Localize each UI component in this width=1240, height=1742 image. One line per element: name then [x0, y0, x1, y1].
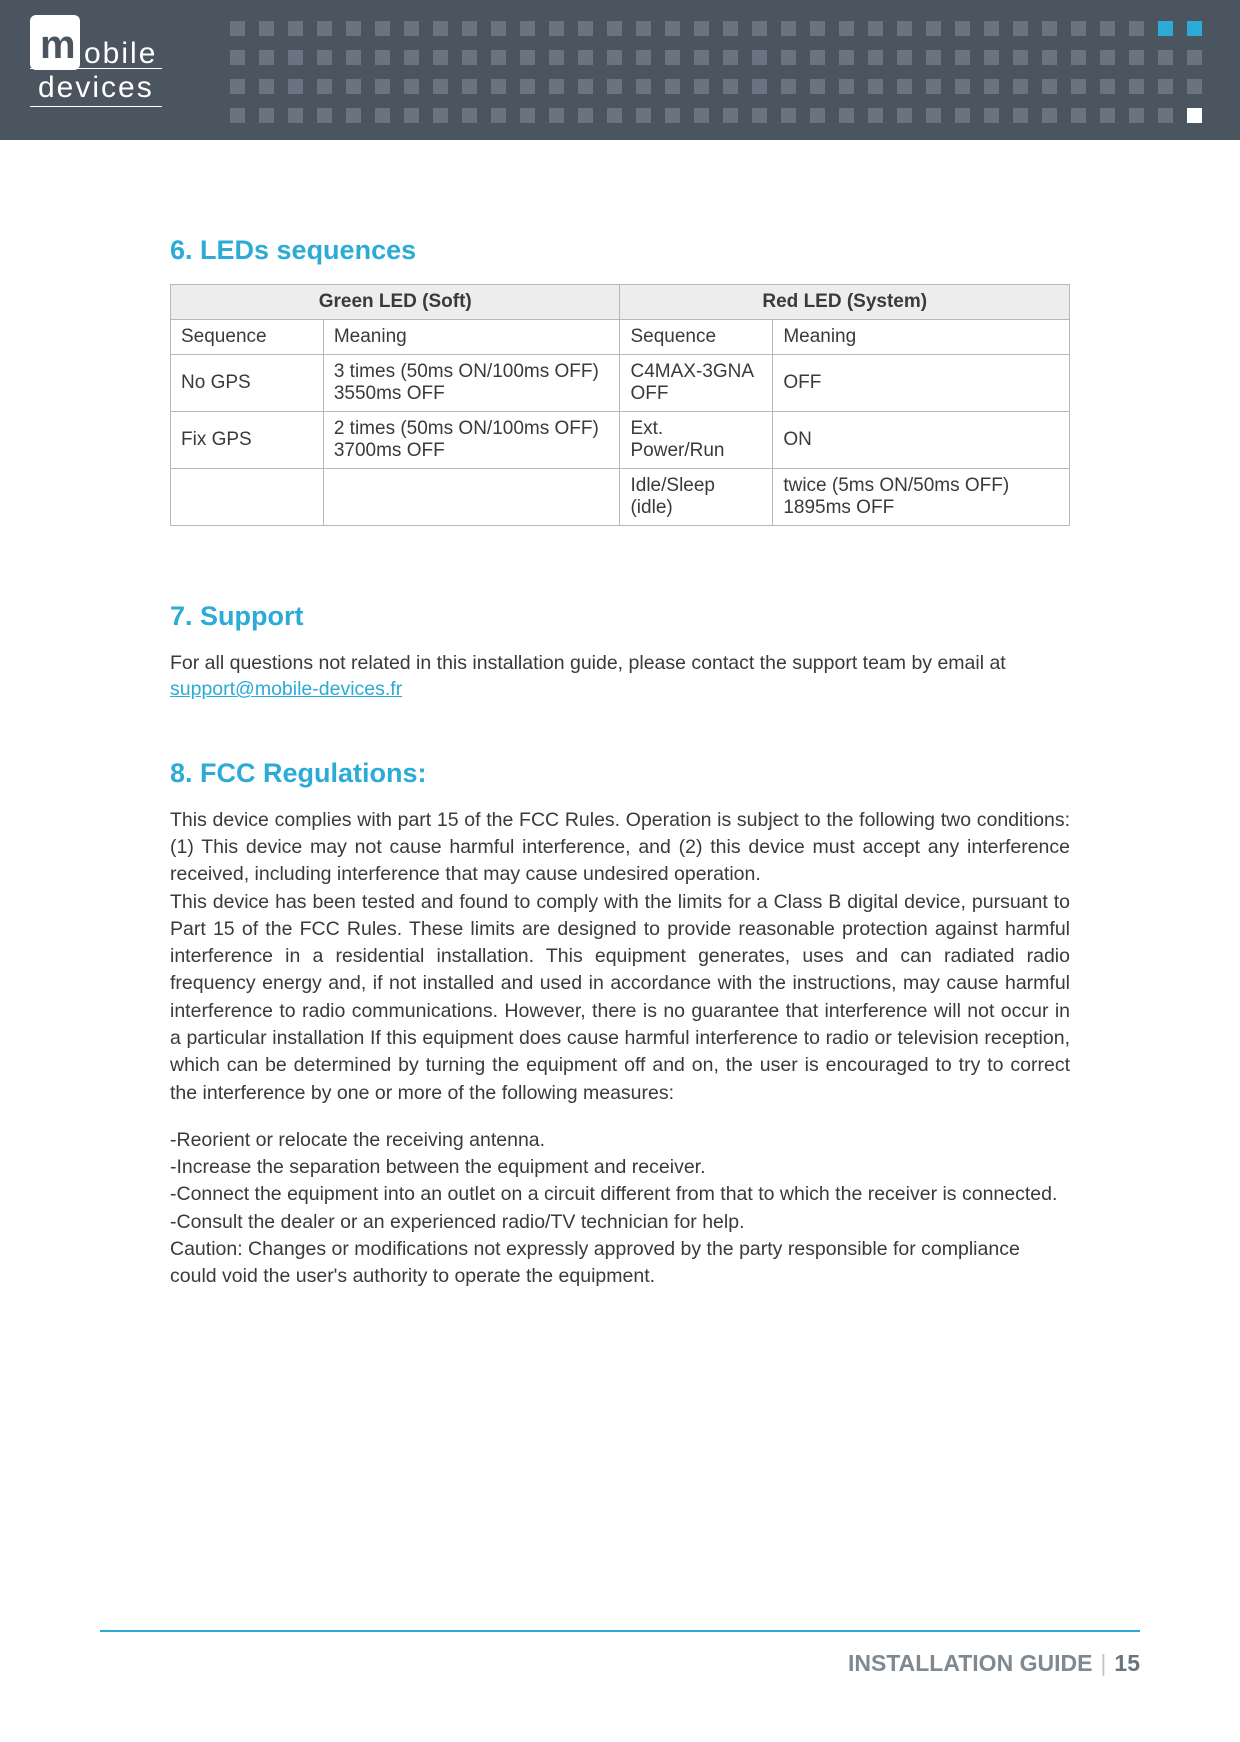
fcc-list-item: -Increase the separation between the equ… [170, 1154, 1070, 1181]
logo-line2: devices [30, 68, 162, 107]
fcc-list-item: Caution: Changes or modifications not ex… [170, 1236, 1070, 1291]
fcc-paragraph: This device complies with part 15 of the… [170, 807, 1070, 1107]
table-cell: Ext. Power/Run [620, 412, 773, 469]
page-footer: INSTALLATION GUIDE | 15 [100, 1630, 1140, 1677]
support-email-link[interactable]: support@mobile-devices.fr [170, 678, 402, 700]
logo: obile devices [30, 15, 210, 125]
section6-title: 6. LEDs sequences [170, 235, 1070, 266]
table-cell: Idle/Sleep (idle) [620, 469, 773, 526]
logo-line1: obile [84, 37, 157, 70]
table-cell: 2 times (50ms ON/100ms OFF)3700ms OFF [323, 412, 620, 469]
section7-title: 7. Support [170, 601, 1070, 632]
table-cell: ON [773, 412, 1070, 469]
table-cell: twice (5ms ON/50ms OFF)1895ms OFF [773, 469, 1070, 526]
fcc-list-item: -Reorient or relocate the receiving ante… [170, 1127, 1070, 1154]
header-dot-grid [230, 10, 1240, 130]
th-mean1: Meaning [323, 320, 620, 355]
fcc-list-item: -Connect the equipment into an outlet on… [170, 1181, 1070, 1208]
fcc-list: -Reorient or relocate the receiving ante… [170, 1127, 1070, 1291]
support-text: For all questions not related in this in… [170, 652, 1006, 674]
th-red: Red LED (System) [620, 285, 1070, 320]
table-cell: No GPS [171, 355, 324, 412]
table-cell: Fix GPS [171, 412, 324, 469]
th-seq2: Sequence [620, 320, 773, 355]
table-cell: C4MAX-3GNA OFF [620, 355, 773, 412]
support-paragraph: For all questions not related in this in… [170, 650, 1070, 703]
th-seq1: Sequence [171, 320, 324, 355]
table-cell [171, 469, 324, 526]
page-content: 6. LEDs sequences Green LED (Soft) Red L… [0, 140, 1240, 1291]
footer-label: INSTALLATION GUIDE [848, 1650, 1092, 1676]
logo-m-icon [30, 15, 80, 70]
page-number: 15 [1114, 1650, 1140, 1676]
th-mean2: Meaning [773, 320, 1070, 355]
fcc-list-item: -Consult the dealer or an experienced ra… [170, 1209, 1070, 1236]
led-table: Green LED (Soft) Red LED (System) Sequen… [170, 284, 1070, 526]
footer-divider: | [1100, 1650, 1106, 1676]
section8-title: 8. FCC Regulations: [170, 758, 1070, 789]
header-band: obile devices [0, 0, 1240, 140]
th-green: Green LED (Soft) [171, 285, 620, 320]
table-cell [323, 469, 620, 526]
footer-divider-line [100, 1630, 1140, 1632]
table-cell: OFF [773, 355, 1070, 412]
table-cell: 3 times (50ms ON/100ms OFF)3550ms OFF [323, 355, 620, 412]
